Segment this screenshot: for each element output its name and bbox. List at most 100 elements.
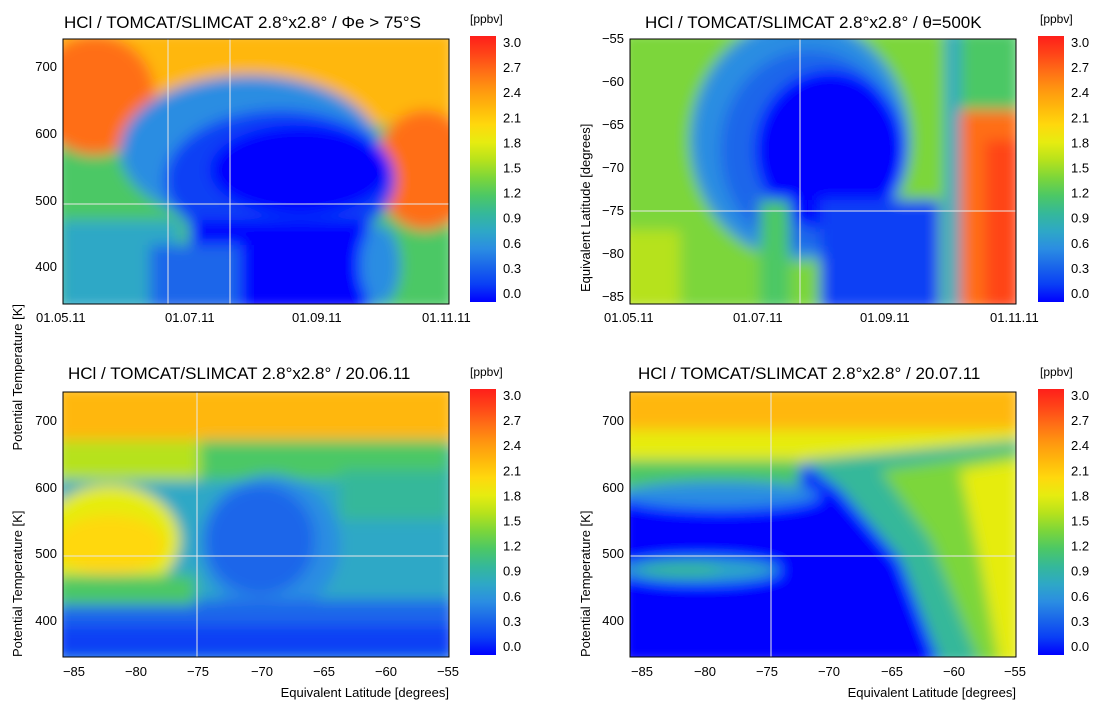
plot-frame: [62, 38, 450, 305]
panel-hcl-profile-20-06-11: HCl / TOMCAT/SLIMCAT 2.8°x2.8° / 20.06.1…: [10, 364, 521, 700]
colorbar-tick-label: 2.4: [503, 85, 521, 100]
y-axis-label: Potential Temperature [K]: [10, 511, 25, 657]
colorbar-tick-label: 1.8: [1071, 135, 1089, 150]
colorbar-tick-label: 1.8: [503, 488, 521, 503]
panel-title: HCl / TOMCAT/SLIMCAT 2.8°x2.8° / 20.06.1…: [68, 364, 410, 383]
colorbar-tick-label: 0.9: [503, 211, 521, 226]
colorbar-tick-label: 0.9: [503, 564, 521, 579]
x-tick-label: −80: [694, 664, 716, 679]
colorbar-tick-label: 0.9: [1071, 564, 1089, 579]
colorbar-tick-label: 1.2: [1071, 186, 1089, 201]
y-axis: 700 600 500 400 Potential Temperature [K…: [578, 413, 624, 657]
x-tick-label: 01.11.11: [422, 310, 471, 325]
x-tick-label: 01.05.11: [604, 310, 654, 325]
x-tick-label: −85: [63, 664, 85, 679]
colorbar-tick-label: 2.1: [1071, 110, 1089, 125]
y-tick-label: −75: [602, 203, 624, 218]
y-tick-label: 700: [35, 413, 57, 428]
x-tick-label: 01.11.11: [990, 310, 1039, 325]
colorbar-tick-label: 0.3: [1071, 614, 1089, 629]
colorbar-tick-label: 3.0: [503, 35, 521, 50]
x-tick-label: −55: [437, 664, 459, 679]
grid: [63, 39, 449, 304]
x-tick-label: −55: [1004, 664, 1026, 679]
panel-hcl-timeseries-equivalent-latitude: HCl / TOMCAT/SLIMCAT 2.8°x2.8° / θ=500K: [578, 12, 1089, 325]
colorbar-tick-label: 2.1: [503, 463, 521, 478]
colorbar: [ppbv] 0.0 0.3 0.6 0.9 1.2 1.5 1.8 2.1 2.4 2.7 3.0: [470, 365, 521, 655]
colorbar: [ppbv] 0.0 0.3 0.6 0.9 1.2 1.5 1.8 2.1 2.4 2.7 3.0: [1038, 365, 1089, 655]
colorbar-tick-label: 1.2: [1071, 539, 1089, 554]
colorbar-tick-label: 0.6: [503, 589, 521, 604]
x-tick-label: −65: [313, 664, 335, 679]
y-tick-label: −60: [602, 74, 624, 89]
y-tick-label: −80: [602, 246, 624, 261]
y-axis: 700 600 500 400 Potential Temperature [K…: [10, 413, 57, 657]
colorbar-tick-label: 2.7: [503, 60, 521, 75]
x-tick-label: −85: [631, 664, 653, 679]
colorbar-tick-label: 0.3: [503, 261, 521, 276]
y-tick-label: −65: [602, 117, 624, 132]
x-tick-label: −60: [943, 664, 965, 679]
x-tick-label: 01.07.11: [733, 310, 783, 325]
y-tick-label: 500: [35, 193, 57, 208]
x-tick-label: 01.09.11: [860, 310, 910, 325]
plot-frame: [629, 38, 1017, 305]
x-axis: 01.05.11 01.07.11 01.09.11 01.11.11: [604, 310, 1039, 325]
colorbar-unit: [ppbv]: [1040, 12, 1073, 26]
colorbar-tick-label: 1.5: [1071, 514, 1089, 529]
colorbar-tick-label: 1.2: [503, 186, 521, 201]
x-tick-label: −75: [187, 664, 209, 679]
colorbar-tick-label: 1.2: [503, 539, 521, 554]
x-tick-label: −75: [756, 664, 778, 679]
colorbar-tick-label: 2.1: [503, 110, 521, 125]
x-axis-label: Equivalent Latitude [degrees]: [848, 685, 1016, 700]
colorbar-tick-label: 2.1: [1071, 463, 1089, 478]
x-tick-label: −70: [818, 664, 840, 679]
colorbar-tick-label: 0.6: [1071, 589, 1089, 604]
x-tick-label: −80: [125, 664, 147, 679]
heatmap-field: [63, 392, 449, 657]
panel-hcl-timeseries-potential-temperature: HCl / TOMCAT/SLIMCAT 2.8°x2.8° / Φe > 75…: [10, 12, 521, 450]
x-tick-label: 01.07.11: [165, 310, 215, 325]
panel-title: HCl / TOMCAT/SLIMCAT 2.8°x2.8° / 20.07.1…: [638, 364, 980, 383]
y-tick-label: 600: [35, 480, 57, 495]
colorbar-tick-label: 1.5: [1071, 161, 1089, 176]
heatmap-field: [630, 392, 1016, 657]
colorbar-tick-label: 0.6: [1071, 236, 1089, 251]
colorbar-tick-label: 2.7: [1071, 60, 1089, 75]
colorbar-tick-label: 2.7: [1071, 413, 1089, 428]
colorbar-unit: [ppbv]: [470, 12, 503, 26]
y-tick-label: 700: [602, 413, 624, 428]
colorbar-tick-label: 3.0: [1071, 35, 1089, 50]
grid: [630, 39, 1016, 304]
y-axis-label: Potential Temperature [K]: [578, 511, 593, 657]
x-tick-label: −60: [375, 664, 397, 679]
y-axis: 700 600 500 400 Potential Temperature [K…: [10, 59, 57, 450]
panel-title: HCl / TOMCAT/SLIMCAT 2.8°x2.8° / Φe > 75…: [64, 13, 421, 32]
colorbar-tick-label: 0.9: [1071, 211, 1089, 226]
y-tick-label: 700: [35, 59, 57, 74]
y-axis-label: Potential Temperature [K]: [10, 304, 25, 450]
x-axis: −85 −80 −75 −70 −65 −60 −55 Equivalent L…: [631, 664, 1026, 700]
colorbar-tick-label: 2.4: [1071, 438, 1089, 453]
colorbar-unit: [ppbv]: [1040, 365, 1073, 379]
colorbar: [ppbv] 0.0 0.3 0.6 0.9 1.2 1.5 1.8 2.1 2.4 2.7 3.0: [470, 12, 521, 302]
y-tick-label: 500: [602, 546, 624, 561]
colorbar-tick-label: 0.0: [503, 286, 521, 301]
colorbar-tick-label: 3.0: [503, 388, 521, 403]
x-axis-label: Equivalent Latitude [degrees]: [281, 685, 449, 700]
colorbar-tick-label: 2.4: [503, 438, 521, 453]
y-axis-label: Equivalent Latitude [degrees]: [578, 124, 593, 292]
y-tick-label: −85: [602, 289, 624, 304]
grid: [630, 392, 1016, 657]
panel-title: HCl / TOMCAT/SLIMCAT 2.8°x2.8° / θ=500K: [645, 13, 982, 32]
heatmap-field: [63, 39, 449, 304]
y-tick-label: −55: [602, 31, 624, 46]
y-tick-label: 400: [602, 613, 624, 628]
x-axis: 01.05.11 01.07.11 01.09.11 01.11.11: [36, 310, 471, 325]
colorbar-tick-label: 0.3: [503, 614, 521, 629]
y-tick-label: 500: [35, 546, 57, 561]
grid: [63, 392, 449, 657]
colorbar-tick-label: 0.0: [503, 639, 521, 654]
